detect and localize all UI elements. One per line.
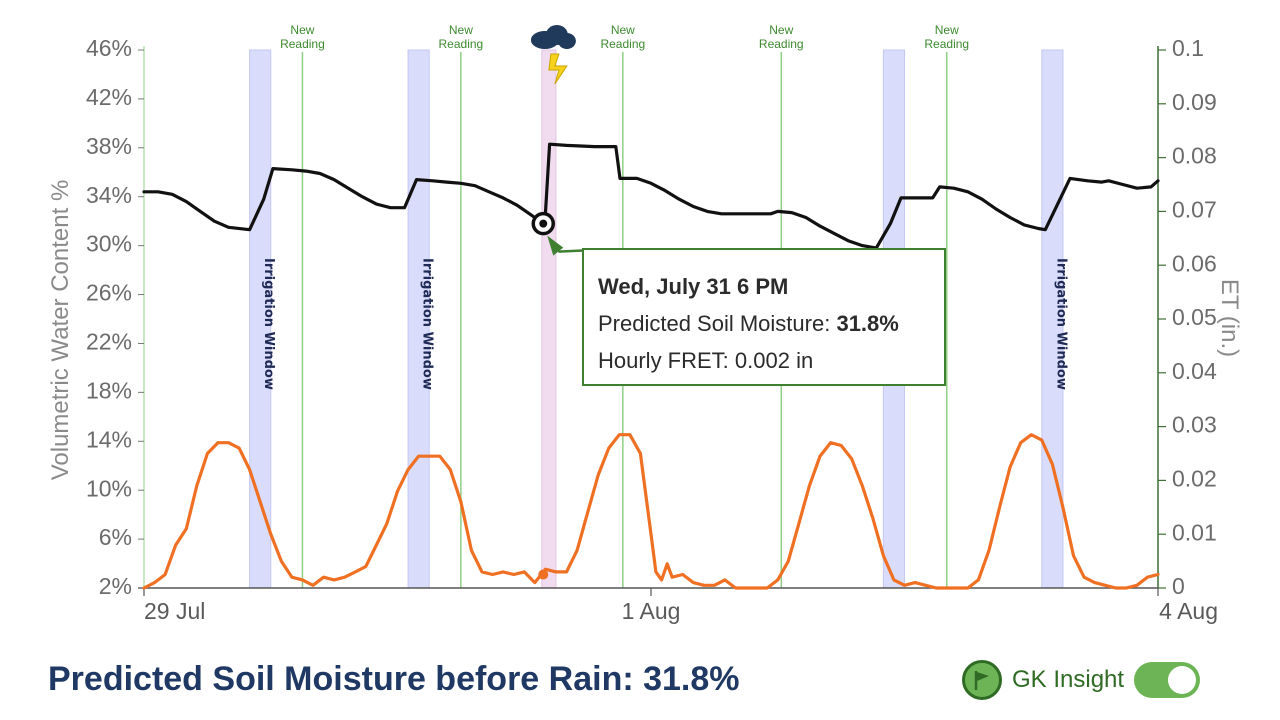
highlight-point-core (539, 219, 548, 228)
tooltip-moisture-label: Predicted Soil Moisture: (598, 311, 831, 336)
fret-highlight-point (538, 569, 549, 580)
gk-insight-label: GK Insight (1012, 666, 1125, 693)
left-axis-title: Volumetric Water Content % (47, 180, 74, 481)
irrigation-window-label: Irrigation Window (1053, 258, 1068, 390)
left-tick-label: 6% (99, 524, 132, 550)
storm-cloud-lightning-icon (530, 25, 576, 85)
x-tick-label: 4 Aug (1159, 598, 1218, 624)
left-tick-label: 14% (86, 426, 132, 452)
right-tick-label: 0.08 (1172, 143, 1217, 169)
right-tick-label: 0 (1172, 573, 1185, 599)
left-tick-label: 34% (86, 182, 132, 208)
rain-band (541, 49, 557, 589)
headline: Predicted Soil Moisture before Rain: 31.… (48, 660, 740, 698)
highlight-marker[interactable] (531, 211, 595, 580)
axes (138, 46, 1159, 589)
right-tick-label: 0.01 (1172, 519, 1217, 545)
new-reading-label: New Reading (924, 23, 969, 51)
new-reading-label: New Reading (759, 23, 804, 51)
left-tick-label: 30% (86, 231, 132, 257)
left-tick-label: 2% (99, 573, 132, 599)
series-line-soil-moisture (142, 142, 1160, 250)
flag-icon (962, 660, 1002, 700)
data-tooltip: Wed, July 31 6 PM Predicted Soil Moistur… (582, 248, 946, 386)
right-tick-label: 0.02 (1172, 465, 1217, 491)
rain-event-band (541, 49, 557, 589)
right-tick-label: 0.05 (1172, 304, 1217, 330)
right-tick-label: 0.06 (1172, 250, 1217, 276)
series-line-fret (142, 433, 1160, 590)
left-tick-label: 46% (86, 35, 132, 61)
tooltip-fret: Hourly FRET: 0.002 in (598, 348, 814, 373)
left-tick-label: 42% (86, 84, 132, 110)
right-axis-title: ET (in.) (1216, 279, 1243, 357)
new-reading-label: New Reading (280, 23, 325, 51)
x-tick-label: 29 Jul (144, 598, 205, 624)
x-tick-label: 1 Aug (622, 598, 681, 624)
new-reading-label: New Reading (600, 23, 645, 51)
tooltip-date: Wed, July 31 6 PM (598, 274, 789, 299)
left-tick-label: 26% (86, 280, 132, 306)
right-tick-label: 0.03 (1172, 412, 1217, 438)
series-lines (142, 142, 1160, 590)
toggle-knob (1168, 666, 1197, 694)
irrigation-window-label: Irrigation Window (420, 258, 435, 390)
gk-insight-toggle[interactable] (1134, 662, 1201, 698)
right-tick-label: 0.1 (1172, 35, 1204, 61)
tooltip-moisture-row: Predicted Soil Moisture: 31.8% (598, 305, 944, 342)
tick-labels: 46% 42% 38% 34% 30% 26% 22% 18% 14% 10% 6% 2% 0.1 0.0… (86, 35, 1218, 624)
right-tick-label: 0.04 (1172, 358, 1217, 384)
left-tick-label: 18% (86, 377, 132, 403)
gk-insight-control[interactable]: GK Insight (962, 656, 1201, 704)
right-tick-label: 0.07 (1172, 196, 1217, 222)
left-tick-label: 10% (86, 475, 132, 501)
lightning-bolt (548, 53, 568, 85)
irrigation-window-label: Irrigation Window (261, 258, 276, 390)
right-tick-label: 0.09 (1172, 89, 1217, 115)
left-tick-label: 22% (86, 329, 132, 355)
cloud-part (557, 33, 576, 49)
tooltip-moisture-value: 31.8% (836, 311, 899, 336)
left-tick-label: 38% (86, 133, 132, 159)
new-reading-label: New Reading (439, 23, 484, 51)
